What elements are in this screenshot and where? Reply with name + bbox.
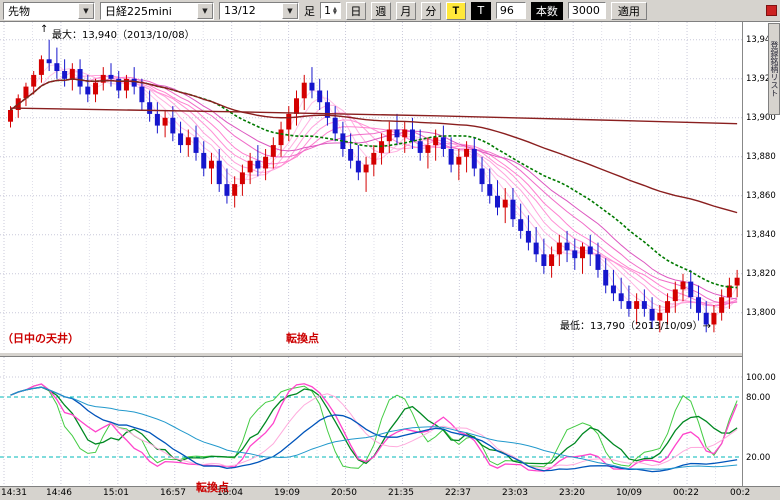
period-month-button[interactable]: 月: [395, 1, 416, 20]
candles-layer: [8, 39, 740, 333]
symbol-list-tab[interactable]: 登録銘柄リスト: [768, 23, 780, 115]
bars-visible-value: 96: [499, 4, 514, 17]
chevron-down-icon[interactable]: ▼: [282, 2, 298, 19]
time-axis-label: 19:09: [274, 488, 300, 498]
oscillator-axis-label: 20.00: [746, 453, 771, 463]
time-axis-label: 18:04: [217, 488, 243, 498]
osc-lines-layer: [10, 383, 738, 473]
osc-grid-layer: [0, 357, 742, 486]
time-axis-label: 00:2: [730, 488, 751, 498]
time-axis-label: 23:20: [559, 488, 585, 498]
t-badge: T: [470, 1, 491, 20]
oscillator-axis-label: 80.00: [746, 393, 771, 403]
chevron-down-icon[interactable]: ▼: [78, 2, 94, 19]
price-axis-label: 13,900: [746, 113, 776, 123]
period-day-button[interactable]: 日: [345, 1, 366, 20]
symbol-select[interactable]: 日経225mini ▼: [100, 1, 214, 20]
instrument-type-select[interactable]: 先物 ▼: [3, 1, 95, 20]
bars-visible-input[interactable]: 96: [495, 2, 526, 19]
slow-ma-layer: [10, 78, 738, 289]
symbol-value: 日経225mini: [105, 4, 172, 18]
time-axis-label: 15:01: [103, 488, 129, 498]
time-axis: 14:31 14:46 15:01 16:57 18:04 19:09 20:50 21:35…: [0, 486, 780, 500]
window-red-icon[interactable]: [766, 5, 777, 16]
period-week-button[interactable]: 週: [370, 1, 391, 20]
panel-splitter[interactable]: [0, 352, 780, 357]
session-low-label: 最低：13,790（2013/10/09）→: [560, 321, 712, 332]
instrument-type-value: 先物: [8, 4, 30, 18]
tick-toggle-button[interactable]: T: [445, 1, 466, 20]
price-axis-label: 13,820: [746, 269, 776, 279]
price-axis-label: 13,800: [746, 308, 776, 318]
price-axis-label: 13,880: [746, 152, 776, 162]
time-axis-label: 23:03: [502, 488, 528, 498]
price-axis-label: 13,860: [746, 191, 776, 201]
session-high-label: 最大：13,940（2013/10/08）: [52, 30, 195, 41]
apply-button[interactable]: 適用: [610, 1, 647, 20]
turning-point-top-label: 転換点: [286, 332, 319, 345]
contract-month-value: 13/12: [224, 4, 256, 17]
oscillator-axis-label: 100.00: [746, 373, 776, 383]
bars-total-value: 3000: [571, 4, 600, 17]
time-axis-label: 20:50: [331, 488, 357, 498]
time-axis-label: 16:57: [160, 488, 186, 498]
price-axis-label: 13,940: [746, 35, 776, 45]
oscillator-chart[interactable]: [0, 357, 742, 486]
bars-total-input[interactable]: 3000: [567, 2, 606, 19]
price-axis-label: 13,920: [746, 74, 776, 84]
bar-interval-input[interactable]: 1 ▲ ▼: [320, 2, 341, 19]
bars-count-badge: 本数: [530, 1, 563, 20]
time-axis-label: 00:22: [673, 488, 699, 498]
main-price-chart[interactable]: [0, 22, 742, 352]
time-axis-label: 14:46: [46, 488, 72, 498]
chevron-down-icon[interactable]: ▼: [197, 2, 213, 19]
bar-interval-value: 1: [324, 4, 331, 17]
period-minute-button[interactable]: 分: [420, 1, 441, 20]
session-high-arrow-icon: ↑: [40, 24, 49, 35]
time-axis-label: 10/09: [616, 488, 642, 498]
toolbar: 先物 ▼ 日経225mini ▼ 13/12 ▼ 足 1 ▲ ▼ 日 週 月 分 …: [0, 0, 780, 22]
price-axis-label: 13,840: [746, 230, 776, 240]
turning-point-bottom-label: 転換点: [196, 481, 229, 494]
bar-label: 足: [304, 4, 315, 18]
spinner-icon[interactable]: ▲ ▼: [333, 5, 337, 16]
time-axis-label: 22:37: [445, 488, 471, 498]
intraday-ceiling-label: （日中の天井）: [2, 332, 79, 345]
time-axis-label: 21:35: [388, 488, 414, 498]
contract-month-select[interactable]: 13/12 ▼: [219, 1, 299, 20]
time-axis-label: 14:31: [1, 488, 27, 498]
